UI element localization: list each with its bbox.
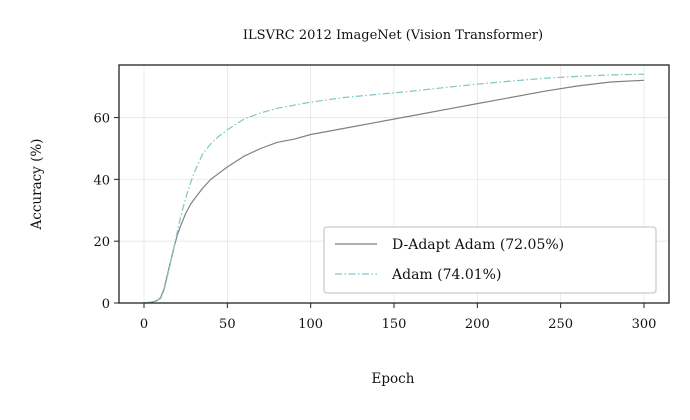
x-tick-label: 250 (548, 317, 573, 332)
x-axis-label: Epoch (372, 371, 415, 387)
series-line-adam (143, 73, 645, 304)
y-axis-label: Accuracy (%) (29, 139, 45, 231)
x-tick-label: 200 (465, 317, 490, 332)
x-tick-label: 300 (632, 317, 657, 332)
legend-box (323, 226, 657, 294)
series-group (143, 73, 645, 304)
chart-title: ILSVRC 2012 ImageNet (Vision Transformer… (243, 28, 543, 43)
legend: D-Adapt Adam (72.05%) Adam (74.01%) (323, 226, 657, 294)
y-tick-label: 40 (93, 173, 110, 188)
x-tick-label: 150 (382, 317, 407, 332)
y-tick-label: 20 (93, 235, 110, 250)
x-axis-ticks: 0 50 100 150 200 250 300 (140, 303, 657, 332)
y-axis-ticks: 0 20 40 60 (93, 112, 119, 312)
y-tick-label: 0 (102, 297, 110, 312)
x-tick-label: 50 (219, 317, 236, 332)
x-tick-label: 0 (140, 317, 148, 332)
legend-label-adam: Adam (74.01%) (391, 267, 501, 283)
x-tick-label: 100 (298, 317, 323, 332)
legend-label-d-adapt-adam: D-Adapt Adam (72.05%) (392, 237, 564, 253)
y-tick-label: 60 (93, 112, 110, 127)
